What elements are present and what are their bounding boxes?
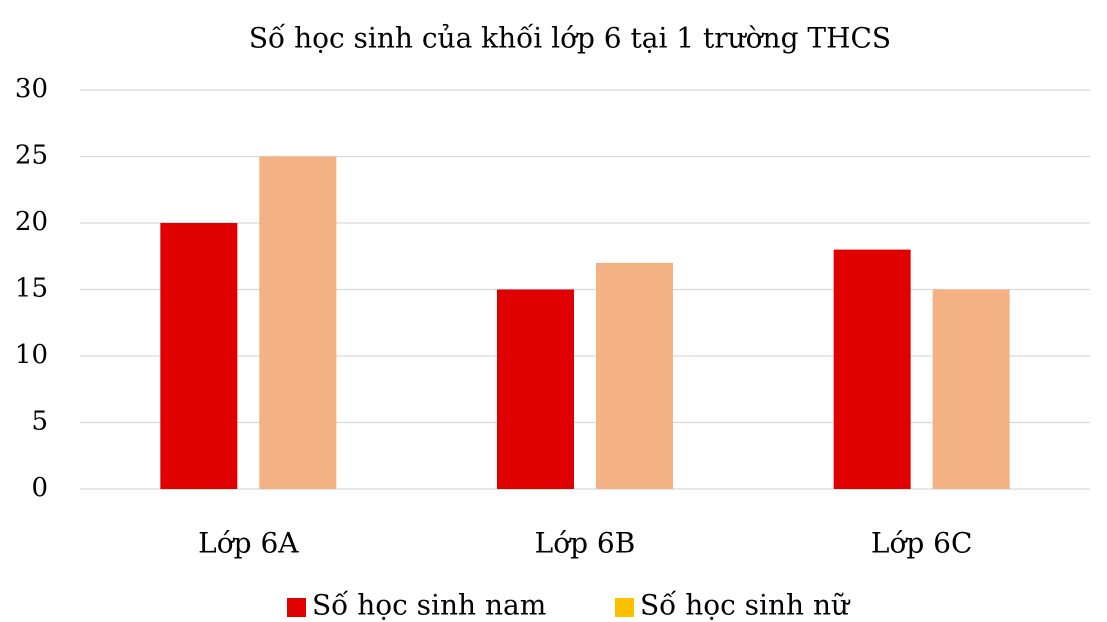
- bar: [497, 289, 574, 489]
- y-tick-label: 25: [15, 141, 48, 171]
- y-tick-label: 20: [15, 207, 48, 237]
- chart-title: Số học sinh của khối lớp 6 tại 1 trường …: [249, 22, 891, 55]
- bar: [160, 223, 238, 489]
- y-tick-label: 30: [15, 74, 48, 104]
- x-tick-label: Lớp 6B: [535, 527, 636, 560]
- bar: [596, 262, 673, 489]
- y-tick-label: 5: [31, 407, 48, 437]
- x-tick-label: Lớp 6A: [198, 527, 299, 560]
- bar: [932, 289, 1010, 489]
- legend-swatch: [287, 598, 306, 617]
- legend-label: Số học sinh nữ: [640, 589, 851, 622]
- bar: [833, 249, 911, 489]
- legend-swatch: [615, 598, 634, 617]
- y-tick-label: 10: [15, 340, 48, 370]
- y-tick-label: 0: [31, 473, 48, 503]
- bar: [259, 156, 337, 489]
- legend-label: Số học sinh nam: [312, 589, 546, 622]
- y-tick-label: 15: [15, 274, 48, 304]
- x-tick-label: Lớp 6C: [871, 527, 973, 560]
